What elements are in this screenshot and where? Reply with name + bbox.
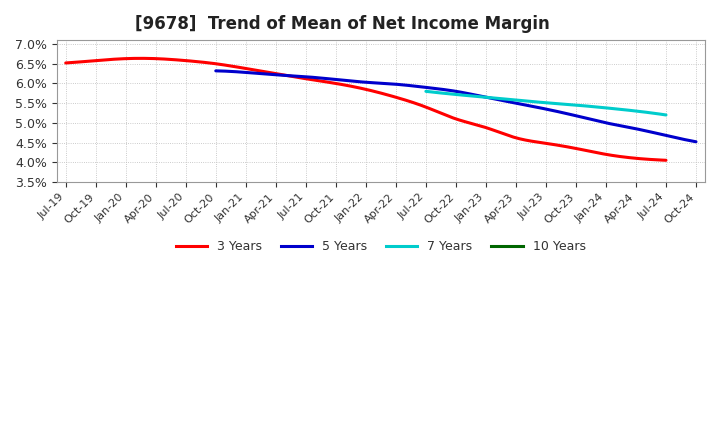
Line: 3 Years: 3 Years	[66, 59, 666, 160]
3 Years	[420, 104, 429, 110]
7 Years	[423, 89, 431, 94]
5 Years	[212, 68, 220, 73]
Line: 7 Years: 7 Years	[426, 92, 666, 115]
3 Years	[662, 158, 670, 163]
Text: [9678]  Trend of Mean of Net Income Margin: [9678] Trend of Mean of Net Income Margi…	[135, 15, 549, 33]
7 Years	[422, 89, 431, 94]
7 Years	[662, 112, 670, 117]
5 Years	[498, 98, 506, 103]
7 Years	[564, 102, 573, 107]
3 Years	[63, 60, 72, 66]
5 Years	[616, 123, 625, 128]
3 Years	[61, 60, 70, 66]
5 Years	[505, 99, 514, 105]
Legend: 3 Years, 5 Years, 7 Years, 10 Years: 3 Years, 5 Years, 7 Years, 10 Years	[171, 235, 590, 258]
Line: 5 Years: 5 Years	[216, 71, 696, 142]
3 Years	[419, 103, 428, 109]
7 Years	[569, 102, 577, 107]
7 Years	[564, 102, 572, 107]
5 Years	[496, 97, 505, 103]
3 Years	[431, 108, 439, 114]
3 Years	[135, 56, 144, 61]
3 Years	[608, 153, 616, 158]
7 Years	[624, 107, 633, 113]
7 Years	[639, 109, 648, 114]
5 Years	[692, 139, 701, 144]
5 Years	[647, 129, 655, 135]
3 Years	[570, 145, 578, 150]
5 Years	[213, 68, 222, 73]
